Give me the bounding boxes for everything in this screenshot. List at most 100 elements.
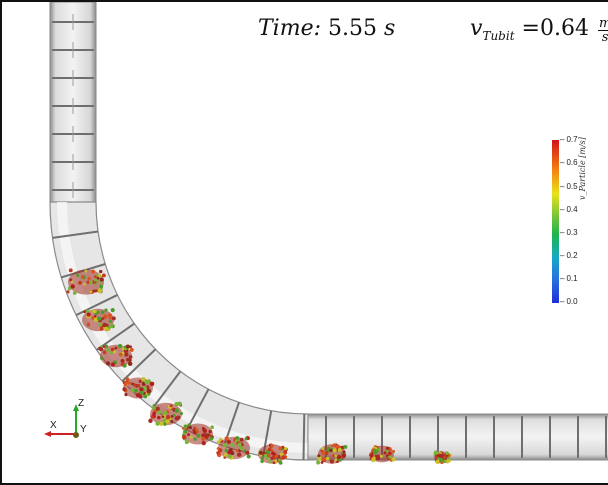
velocity-readout: vTubit =0.64 m s xyxy=(470,16,608,44)
particle-dot xyxy=(244,437,248,441)
particle-dot xyxy=(110,362,115,367)
particle-dot xyxy=(83,282,86,286)
colorbar-tick-0-5: 0.5 xyxy=(560,183,577,191)
particle-dot xyxy=(274,454,279,458)
particle-dot xyxy=(385,446,390,451)
orientation-axes: Z X Y xyxy=(40,398,92,444)
particle-dot xyxy=(84,269,88,273)
particle-dot xyxy=(174,408,180,413)
particle-dot xyxy=(329,448,333,453)
particle-dot xyxy=(140,387,144,392)
particle-clusters xyxy=(66,268,452,465)
velocity-unit-numerator: m xyxy=(597,17,608,31)
particle-dot xyxy=(258,450,263,455)
particle-dot xyxy=(148,418,153,423)
particle-dot xyxy=(320,449,324,453)
particle-dot xyxy=(96,316,102,321)
particle-dot xyxy=(170,420,174,424)
particle-dot xyxy=(445,451,449,455)
particle-dot xyxy=(95,289,99,293)
particle-dot xyxy=(83,310,86,314)
particle-dot xyxy=(144,379,149,384)
particle-dot xyxy=(203,433,209,438)
particle-dot xyxy=(165,414,171,420)
particle-dot xyxy=(188,425,192,430)
particle-dot xyxy=(383,451,387,455)
particle-dot xyxy=(330,444,334,448)
particle-dot xyxy=(72,291,77,295)
particle-dot xyxy=(110,347,115,352)
particle-dot xyxy=(247,436,250,440)
particle-dot xyxy=(118,352,123,357)
particle-dot xyxy=(159,421,164,426)
particle-dot xyxy=(335,444,340,449)
particle-dot xyxy=(270,444,274,448)
tube-discs xyxy=(52,14,607,460)
particle-dot xyxy=(138,395,143,399)
particle-dot xyxy=(189,435,193,439)
tube-disc xyxy=(151,370,182,409)
particle-dot xyxy=(99,269,103,274)
particle-dot xyxy=(260,459,264,464)
particle-dot xyxy=(103,314,108,319)
particle-dot xyxy=(120,358,125,363)
tube-disc xyxy=(52,230,99,239)
particle-dot xyxy=(99,277,104,282)
particle-dot xyxy=(69,278,73,282)
particle-dot xyxy=(124,352,129,357)
particle-dot xyxy=(184,440,189,445)
tube-bend-highlight xyxy=(57,201,309,453)
velocity-subscript: Tubit xyxy=(482,29,515,43)
particle-dot xyxy=(76,274,80,278)
particle-dot xyxy=(104,308,108,312)
particle-dot xyxy=(200,436,206,441)
particle-dot xyxy=(388,454,393,459)
particle-dot xyxy=(169,404,173,408)
particle-dot xyxy=(187,433,190,436)
particle-dot xyxy=(141,377,146,382)
particle-dot xyxy=(202,428,207,434)
time-value: 5.55 xyxy=(328,16,377,41)
particle-dot xyxy=(165,419,170,424)
particle-dot xyxy=(70,280,74,284)
particle-dot xyxy=(193,437,197,441)
velocity-unit-denominator: s xyxy=(601,30,608,45)
particle-dot xyxy=(89,280,93,285)
axis-label-z: Z xyxy=(78,398,85,409)
time-label: Time: xyxy=(258,16,322,41)
colorbar-tick-0-2: 0.2 xyxy=(560,252,577,260)
particle-dot xyxy=(125,344,130,349)
particle-dot xyxy=(224,436,229,441)
particle-dot xyxy=(230,451,235,456)
particle-dot xyxy=(392,449,396,453)
particle-dot xyxy=(329,459,334,464)
particle-dot xyxy=(316,460,321,465)
particle-dot xyxy=(235,449,239,453)
particle-dot xyxy=(321,457,326,462)
particle-dot xyxy=(113,350,117,354)
particle-dot xyxy=(177,401,182,407)
particle-dot xyxy=(87,276,91,281)
particle-dot xyxy=(78,280,82,285)
particle-dot xyxy=(283,451,287,455)
particle-dot xyxy=(163,422,167,426)
colorbar-tick-0-4: 0.4 xyxy=(560,206,577,214)
particle-dot xyxy=(332,454,335,458)
particle-dot xyxy=(433,450,439,455)
particle-dot xyxy=(99,356,103,360)
particle-dot xyxy=(210,425,214,430)
particle-dot xyxy=(143,394,148,399)
particle-dot xyxy=(108,319,113,323)
particle-dot xyxy=(176,415,181,420)
particle-dot xyxy=(237,442,242,447)
particle-dot xyxy=(86,322,91,326)
particle-dot xyxy=(122,387,127,392)
particle-dot xyxy=(130,388,136,393)
particle-dot xyxy=(109,324,114,329)
particle-dot xyxy=(337,447,342,453)
velocity-value: 0.64 xyxy=(539,16,589,41)
particle-dot xyxy=(239,446,244,451)
particle-dot xyxy=(124,347,128,351)
particle-dot xyxy=(114,346,118,350)
particle-dot xyxy=(150,415,154,419)
